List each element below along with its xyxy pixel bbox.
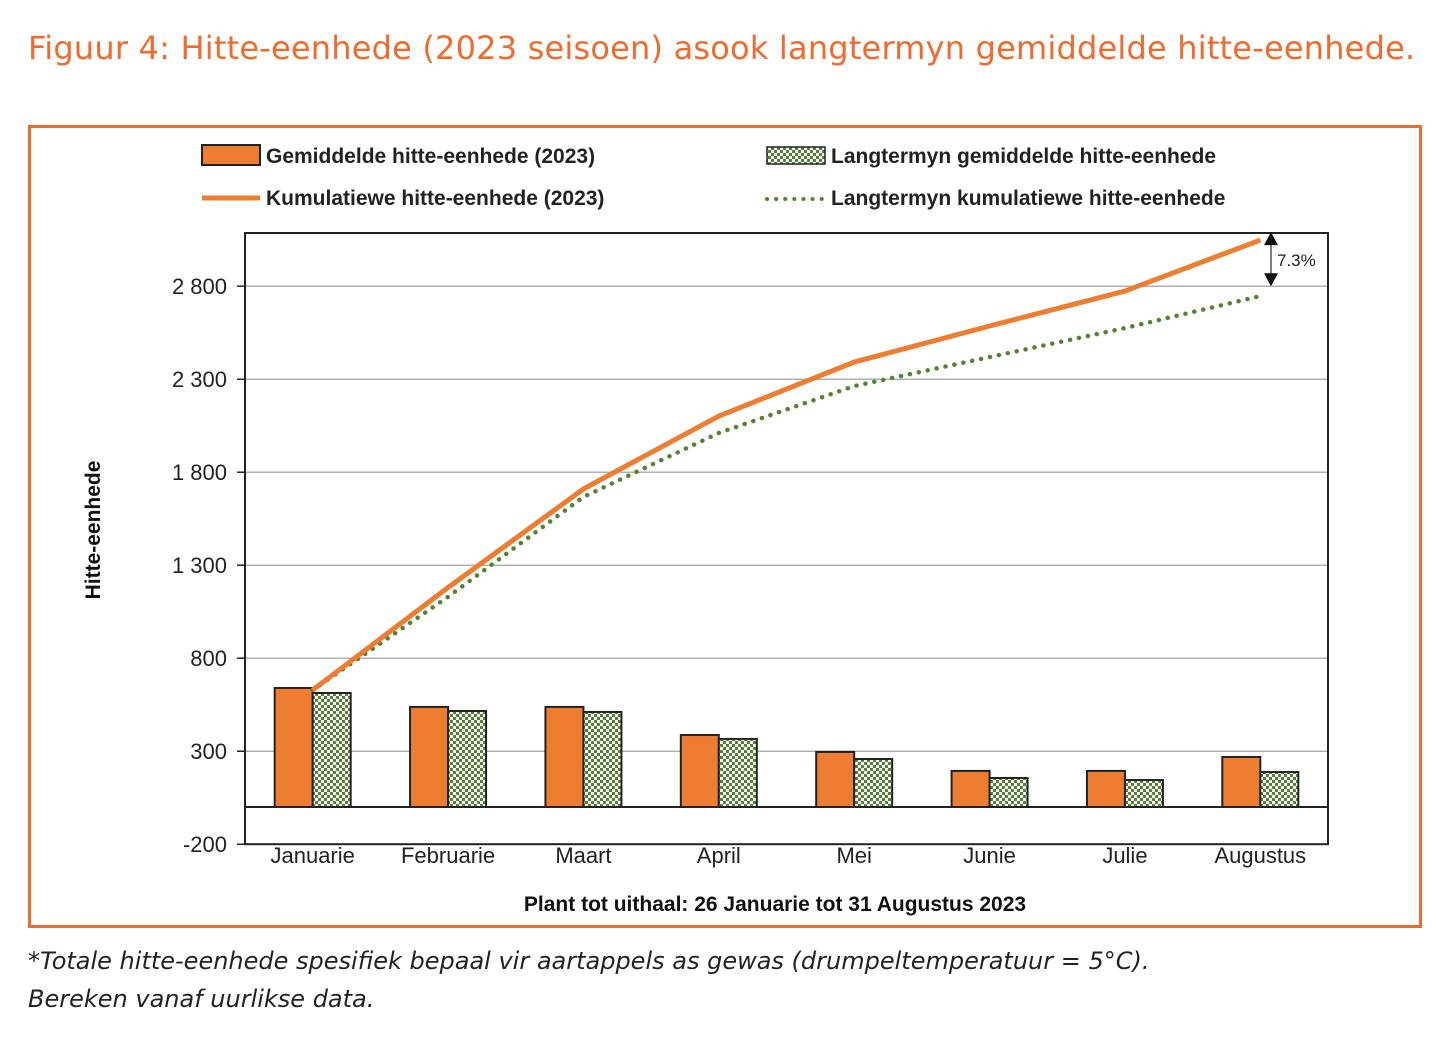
footnote-line-2: Bereken vanaf uurlikse data. <box>28 985 375 1013</box>
arrow-up-icon <box>1264 232 1278 246</box>
legend-label-bar-longterm: Langtermyn gemiddelde hitte-eenhede <box>831 145 1216 168</box>
x-tick-label: Junie <box>963 843 1016 868</box>
x-tick-label: Mei <box>836 843 871 868</box>
legend-label-line-longterm: Langtermyn kumulatiewe hitte-eenhede <box>831 187 1225 210</box>
bar-2023 <box>273 686 314 809</box>
chart-frame <box>28 125 1422 928</box>
legend-label-line-2023: Kumulatiewe hitte-eenhede (2023) <box>266 187 604 210</box>
bar-longterm <box>988 776 1029 809</box>
x-tick-label: Februarie <box>401 843 495 868</box>
arrow-down-icon <box>1264 273 1278 287</box>
difference-annotation: 7.3% <box>1264 232 1316 287</box>
bar-2023 <box>679 734 720 809</box>
bar-longterm <box>1123 779 1164 809</box>
y-tick-label: 1 300 <box>172 553 227 578</box>
x-tick-label: April <box>697 843 741 868</box>
bar-2023 <box>409 705 450 809</box>
y-tick-label: -200 <box>183 832 227 857</box>
line-longterm-cumulative <box>310 293 1263 693</box>
legend: Gemiddelde hitte-eenhede (2023) Langterm… <box>201 144 1225 210</box>
bar-2023 <box>1085 769 1126 809</box>
bar-2023 <box>544 705 585 809</box>
bar-2023 <box>1221 755 1262 809</box>
bar-longterm <box>447 710 488 808</box>
y-tick-label: 2 800 <box>172 274 227 299</box>
figure-title: Figuur 4: Hitte-eenhede (2023 seisoen) a… <box>28 29 1416 67</box>
y-tick-label: 2 300 <box>172 367 227 392</box>
y-tick-label: 800 <box>190 646 227 671</box>
bars <box>273 686 1300 809</box>
annotation-label: 7.3% <box>1277 251 1316 270</box>
plot-area-border <box>244 232 1329 846</box>
lines <box>310 237 1263 693</box>
chart: Gemiddelde hitte-eenhede (2023) Langterm… <box>82 144 1329 916</box>
y-axis-title: Hitte-eenhede <box>82 461 105 600</box>
bar-2023 <box>815 750 856 808</box>
bar-2023 <box>950 769 991 809</box>
bar-longterm <box>311 691 352 808</box>
y-tick-label: 1 800 <box>172 460 227 485</box>
y-axis-ticks: -200 300 800 1 300 1 800 2 300 2 800 <box>172 274 245 857</box>
legend-swatch-bar-2023 <box>201 144 261 166</box>
x-tick-label: Augustus <box>1214 843 1306 868</box>
line-2023-cumulative <box>311 237 1262 692</box>
x-tick-label: Julie <box>1102 843 1147 868</box>
bar-longterm <box>853 758 894 809</box>
bar-longterm <box>582 710 623 808</box>
bar-longterm <box>1259 771 1300 808</box>
legend-label-bar-2023: Gemiddelde hitte-eenhede (2023) <box>266 145 595 168</box>
footnote-line-1: *Totale hitte-eenhede spesifiek bepaal v… <box>28 947 1150 975</box>
bar-longterm <box>717 737 758 809</box>
x-axis-labels: Januarie Februarie Maart April Mei Junie Julie… <box>270 843 1306 868</box>
legend-swatch-bar-longterm <box>766 146 826 165</box>
y-tick-label: 300 <box>190 739 227 764</box>
x-axis-title: Plant tot uithaal: 26 Januarie tot 31 Au… <box>524 893 1026 916</box>
gridlines <box>245 285 1328 752</box>
x-tick-label: Januarie <box>270 843 354 868</box>
footnote: *Totale hitte-eenhede spesifiek bepaal v… <box>28 942 1438 1018</box>
x-tick-label: Maart <box>555 843 611 868</box>
